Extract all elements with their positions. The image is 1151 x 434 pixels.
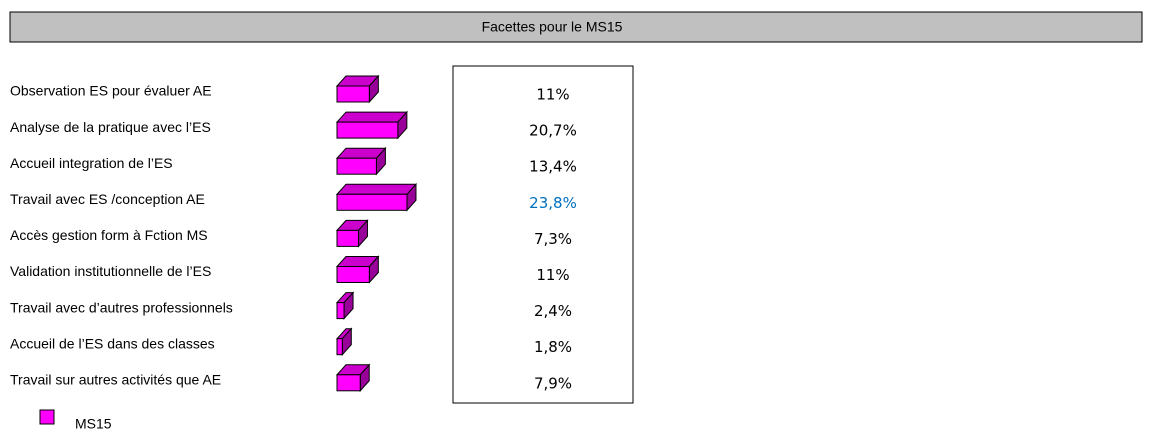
bar (335, 219, 369, 248)
title-bar (9, 11, 1143, 43)
bar (335, 291, 355, 320)
bar (335, 363, 371, 393)
value-label: 2,4% (534, 302, 572, 320)
chart-title: Facettes pour le MS15 (482, 19, 623, 35)
category-label: Accueil integration de l’ES (10, 155, 173, 171)
value-box (452, 65, 634, 404)
value-label: 13,4% (529, 158, 577, 176)
legend-swatch (39, 409, 55, 425)
category-label: Observation ES pour évaluer AE (10, 83, 212, 99)
bar (335, 255, 380, 284)
bar-top (335, 111, 408, 123)
bar (335, 74, 380, 104)
value-label: 11% (536, 266, 569, 284)
value-label: 11% (536, 86, 569, 104)
bar-front (336, 193, 408, 211)
bar-front (336, 338, 343, 356)
bar-front (336, 266, 370, 283)
bar-top (335, 183, 418, 195)
bar (335, 146, 387, 176)
value-label: 7,9% (534, 374, 572, 392)
category-label: Travail sur autres activités que AE (10, 372, 221, 388)
category-label: Validation institutionnelle de l’ES (10, 263, 211, 279)
bar-front (336, 302, 345, 320)
category-label: Accès gestion form à Fction MS (10, 227, 208, 243)
bar-front (336, 229, 359, 247)
category-label: Accueil de l’ES dans des classes (10, 335, 215, 351)
bar-front (336, 157, 377, 175)
bar-front (336, 121, 399, 139)
bar (335, 110, 408, 140)
bar (335, 182, 418, 212)
bar-front (336, 374, 361, 392)
value-label: 7,3% (534, 230, 572, 248)
value-label: 20,7% (529, 122, 577, 140)
legend-label: MS15 (75, 416, 112, 432)
category-label: Travail avec d’autres professionnels (10, 299, 233, 315)
value-label: 23,8% (529, 194, 577, 212)
category-label: Travail avec ES /conception AE (10, 191, 205, 207)
bar-front (336, 85, 370, 103)
category-label: Analyse de la pratique avec l’ES (10, 119, 211, 135)
bar (335, 327, 353, 357)
value-label: 1,8% (534, 338, 572, 356)
